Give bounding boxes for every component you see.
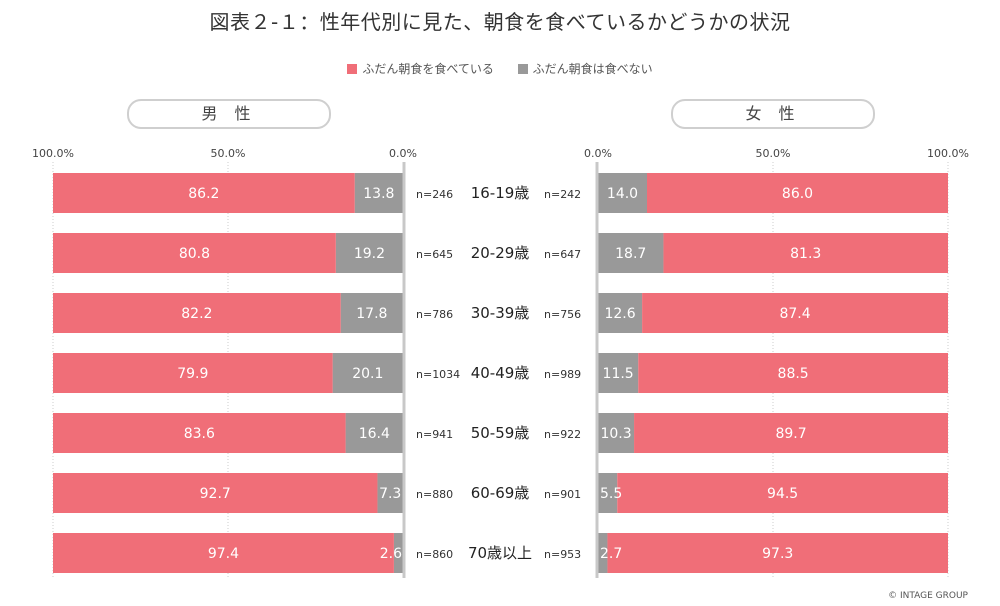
copyright: © INTAGE GROUP (888, 591, 968, 601)
category-label: 70歳以上 (468, 544, 532, 562)
male-label-not-eat: 16.4 (359, 426, 390, 442)
legend-item-eat: ふだん朝食を食べている (347, 60, 494, 77)
chart-title: 図表２-１：性年代別に見た、朝食を食べているかどうかの状況 (209, 10, 791, 34)
female-label-not-eat: 14.0 (607, 186, 638, 202)
female-n-label: n=901 (544, 488, 581, 501)
female-bar-eat (663, 233, 948, 273)
male-label-not-eat: 19.2 (354, 246, 385, 262)
male-n-label: n=941 (416, 428, 453, 441)
female-tick-label: 100.0% (927, 147, 969, 160)
female-bar-not-eat (598, 353, 639, 393)
female-bar-eat (638, 353, 948, 393)
female-n-label: n=922 (544, 428, 581, 441)
female-label-not-eat: 10.3 (600, 426, 631, 442)
legend: ふだん朝食を食べている ふだん朝食は食べない (0, 60, 1000, 77)
male-tick-label: 50.0% (211, 147, 246, 160)
female-label-eat: 87.4 (779, 306, 810, 322)
female-bar-eat (642, 293, 948, 333)
legend-item-not-eat: ふだん朝食は食べない (517, 60, 653, 77)
female-bar-eat (634, 413, 948, 453)
male-bar-eat (53, 233, 336, 273)
female-n-label: n=647 (544, 248, 581, 261)
male-label-eat: 79.9 (177, 366, 208, 382)
male-bar-not-eat (335, 233, 403, 273)
category-label: 60-69歳 (471, 484, 530, 502)
male-bar-eat (53, 473, 378, 513)
female-bar-eat (647, 173, 948, 213)
male-label-eat: 86.2 (188, 186, 219, 202)
female-n-label: n=953 (544, 548, 581, 561)
male-n-label: n=645 (416, 248, 453, 261)
female-bar-not-eat (598, 173, 647, 213)
legend-swatch-eat (347, 63, 358, 74)
female-label-eat: 81.3 (790, 246, 821, 262)
male-label-eat: 83.6 (184, 426, 215, 442)
male-n-label: n=1034 (416, 368, 460, 381)
male-label-not-eat: 20.1 (352, 366, 383, 382)
male-label-not-eat: 13.8 (363, 186, 394, 202)
category-label: 16-19歳 (471, 184, 530, 202)
female-bar-not-eat (598, 473, 618, 513)
female-label-eat: 88.5 (778, 366, 809, 382)
male-n-label: n=860 (416, 548, 453, 561)
male-n-label: n=246 (416, 188, 453, 201)
male-label-not-eat: 17.8 (356, 306, 387, 322)
category-label: 40-49歳 (471, 364, 530, 382)
male-bar-not-eat (340, 293, 403, 333)
female-bar-not-eat (598, 533, 608, 573)
female-n-label: n=756 (544, 308, 581, 321)
female-bar-eat (607, 533, 948, 573)
male-label-eat: 97.4 (208, 546, 239, 562)
male-bar-eat (53, 353, 333, 393)
male-label-not-eat: 2.6 (380, 546, 402, 562)
category-label: 30-39歳 (471, 304, 530, 322)
male-bar-eat (53, 173, 355, 213)
female-n-label: n=242 (544, 188, 581, 201)
male-bar-not-eat (377, 473, 403, 513)
male-tick-label: 100.0% (32, 147, 74, 160)
male-bar-eat (53, 413, 346, 453)
male-bar-not-eat (393, 533, 403, 573)
male-bar-not-eat (354, 173, 403, 213)
female-label-not-eat: 5.5 (600, 486, 622, 502)
female-label-eat: 89.7 (775, 426, 806, 442)
male-panel-label: 男 性 (127, 99, 331, 129)
male-label-eat: 82.2 (181, 306, 212, 322)
category-label: 50-59歳 (471, 424, 530, 442)
female-bar-not-eat (598, 413, 635, 453)
female-tick-label: 50.0% (756, 147, 791, 160)
male-tick-label: 0.0% (389, 147, 417, 160)
male-n-label: n=880 (416, 488, 453, 501)
male-bar-eat (53, 293, 341, 333)
male-label-eat: 92.7 (200, 486, 231, 502)
female-n-label: n=989 (544, 368, 581, 381)
female-label-eat: 94.5 (767, 486, 798, 502)
female-panel-label: 女 性 (671, 99, 875, 129)
male-bar-not-eat (345, 413, 403, 453)
male-label-not-eat: 7.3 (379, 486, 401, 502)
female-bar-not-eat (598, 233, 664, 273)
female-label-not-eat: 11.5 (603, 366, 634, 382)
female-label-eat: 86.0 (782, 186, 813, 202)
legend-label-not-eat: ふだん朝食は食べない (532, 62, 653, 76)
male-n-label: n=786 (416, 308, 453, 321)
female-label-not-eat: 12.6 (604, 306, 635, 322)
legend-label-eat: ふだん朝食を食べている (362, 62, 494, 76)
female-label-not-eat: 2.7 (600, 546, 622, 562)
female-bar-not-eat (598, 293, 643, 333)
category-label: 20-29歳 (471, 244, 530, 262)
male-bar-eat (53, 533, 394, 573)
male-bar-not-eat (332, 353, 403, 393)
male-label-eat: 80.8 (179, 246, 210, 262)
female-bar-eat (617, 473, 948, 513)
female-tick-label: 0.0% (584, 147, 612, 160)
legend-swatch-not-eat (517, 63, 528, 74)
female-label-not-eat: 18.7 (615, 246, 646, 262)
female-label-eat: 97.3 (762, 546, 793, 562)
